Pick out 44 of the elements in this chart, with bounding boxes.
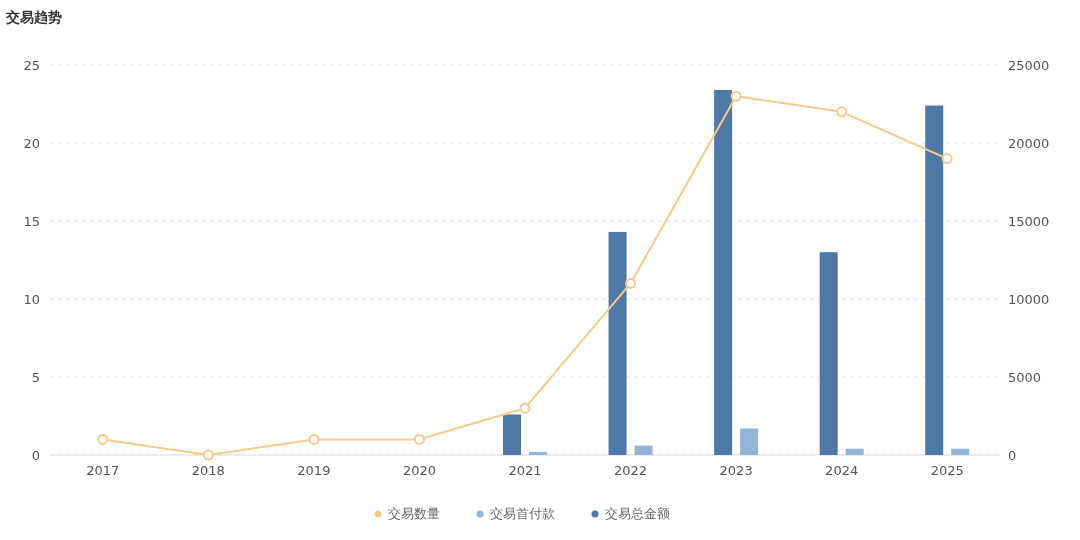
bar <box>819 252 838 455</box>
point <box>730 90 742 102</box>
point <box>97 433 109 445</box>
x-tick-label: 2021 <box>508 463 542 478</box>
y2-tick-label: 10000 <box>1008 291 1050 307</box>
y-tick-label: 0 <box>31 447 40 463</box>
x-tick-label: 2023 <box>719 463 753 478</box>
x-tick-label: 2025 <box>930 463 964 478</box>
y-tick-label: 15 <box>23 213 40 229</box>
x-tick-label: 2020 <box>402 463 436 478</box>
x-tick-label: 2022 <box>614 463 648 478</box>
bar <box>608 231 627 455</box>
point <box>202 449 214 461</box>
y2-tick-label: 25000 <box>1008 57 1050 73</box>
bar <box>503 414 521 455</box>
point <box>519 402 531 414</box>
bar <box>634 445 653 455</box>
x-tick-label: 2024 <box>825 463 859 478</box>
point <box>308 433 320 445</box>
y2-tick-label: 20000 <box>1008 135 1050 151</box>
y2-tick-label: 15000 <box>1008 213 1050 229</box>
bar <box>845 448 864 455</box>
y-tick-label: 10 <box>23 291 40 307</box>
bar <box>951 448 970 455</box>
y2-tick-label: 5000 <box>1008 369 1042 385</box>
point <box>625 277 637 289</box>
x-tick-label: 2017 <box>86 463 120 478</box>
point <box>413 433 425 445</box>
y-tick-label: 5 <box>31 369 40 385</box>
x-tick-label: 2018 <box>191 463 225 478</box>
point <box>941 153 953 165</box>
y2-tick-label: 0 <box>1008 447 1017 463</box>
legend-label: 交易总金额 <box>605 506 670 521</box>
point <box>836 106 848 118</box>
bar <box>740 428 759 455</box>
legend-label: 交易数量 <box>388 506 440 521</box>
bar <box>714 89 733 455</box>
y-tick-label: 20 <box>23 135 40 151</box>
x-tick-label: 2019 <box>297 463 331 478</box>
y-tick-label: 25 <box>23 57 40 73</box>
chart-title: 交易趋势 <box>5 9 62 25</box>
bar <box>529 451 547 455</box>
bar <box>925 105 944 455</box>
legend-label: 交易首付款 <box>490 506 555 521</box>
